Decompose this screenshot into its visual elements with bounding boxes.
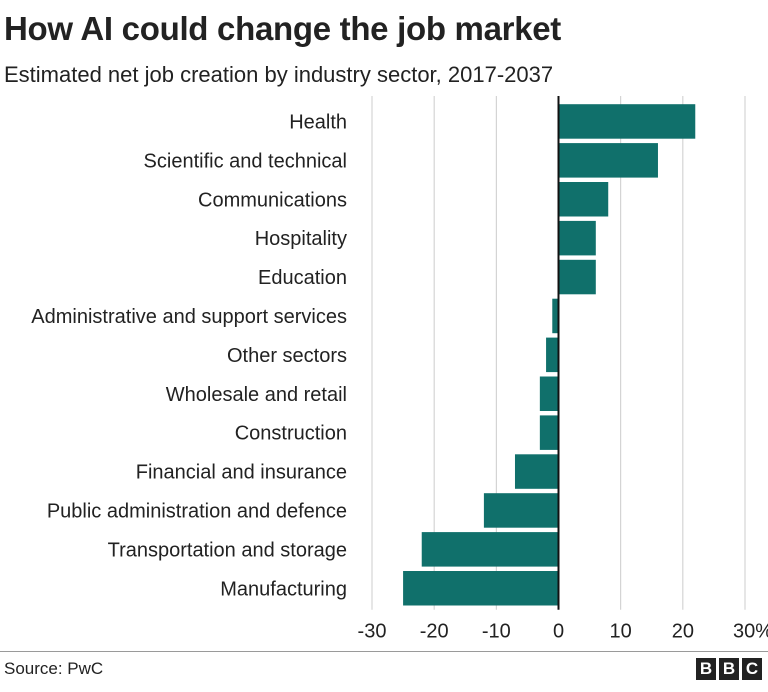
category-label: Financial and insurance [136, 462, 347, 484]
category-label: Wholesale and retail [166, 384, 347, 406]
category-labels: Health Scientific and technical Communicat… [31, 111, 347, 600]
bar [421, 532, 559, 567]
x-tick-label: -30 [358, 621, 387, 643]
bars [403, 104, 696, 606]
bar [558, 182, 609, 217]
category-label: Construction [235, 423, 347, 445]
category-label: Education [258, 267, 347, 289]
category-label: Administrative and support services [31, 306, 347, 328]
bar [558, 259, 596, 295]
logo-letter: B [719, 658, 739, 680]
category-label: Transportation and storage [108, 539, 347, 561]
footer-divider [0, 651, 768, 652]
bar [558, 220, 596, 256]
bar [514, 454, 559, 489]
bar-chart: Health Scientific and technical Communicat… [31, 96, 768, 643]
x-tick-label: 0 [553, 621, 564, 643]
chart-subtitle: Estimated net job creation by industry s… [4, 62, 554, 87]
category-label: Health [289, 111, 347, 133]
x-axis: -30 -20 -10 0 10 20 30% [358, 96, 768, 643]
bar [546, 337, 559, 373]
bbc-logo: B B C [696, 658, 762, 680]
category-label: Other sectors [227, 345, 347, 367]
bar [558, 104, 696, 139]
category-label: Scientific and technical [144, 150, 347, 172]
gridlines [371, 96, 746, 610]
bar [539, 415, 559, 450]
source-note: Source: PwC [4, 659, 104, 678]
bar [539, 376, 559, 411]
category-label: Public administration and defence [47, 500, 347, 522]
bar [558, 143, 658, 178]
bar [403, 571, 559, 606]
bar [552, 298, 559, 334]
x-tick-label: -10 [482, 621, 511, 643]
x-tick-label: 20 [672, 621, 694, 643]
chart-title: How AI could change the job market [4, 10, 561, 47]
x-tick-label: 10 [610, 621, 632, 643]
x-tick-label: 30% [733, 621, 768, 643]
logo-letter: C [742, 658, 762, 680]
category-label: Hospitality [255, 228, 347, 250]
category-label: Manufacturing [220, 578, 347, 600]
x-tick-label: -20 [420, 621, 449, 643]
bar [483, 493, 559, 528]
logo-letter: B [696, 658, 716, 680]
category-label: Communications [198, 189, 347, 211]
